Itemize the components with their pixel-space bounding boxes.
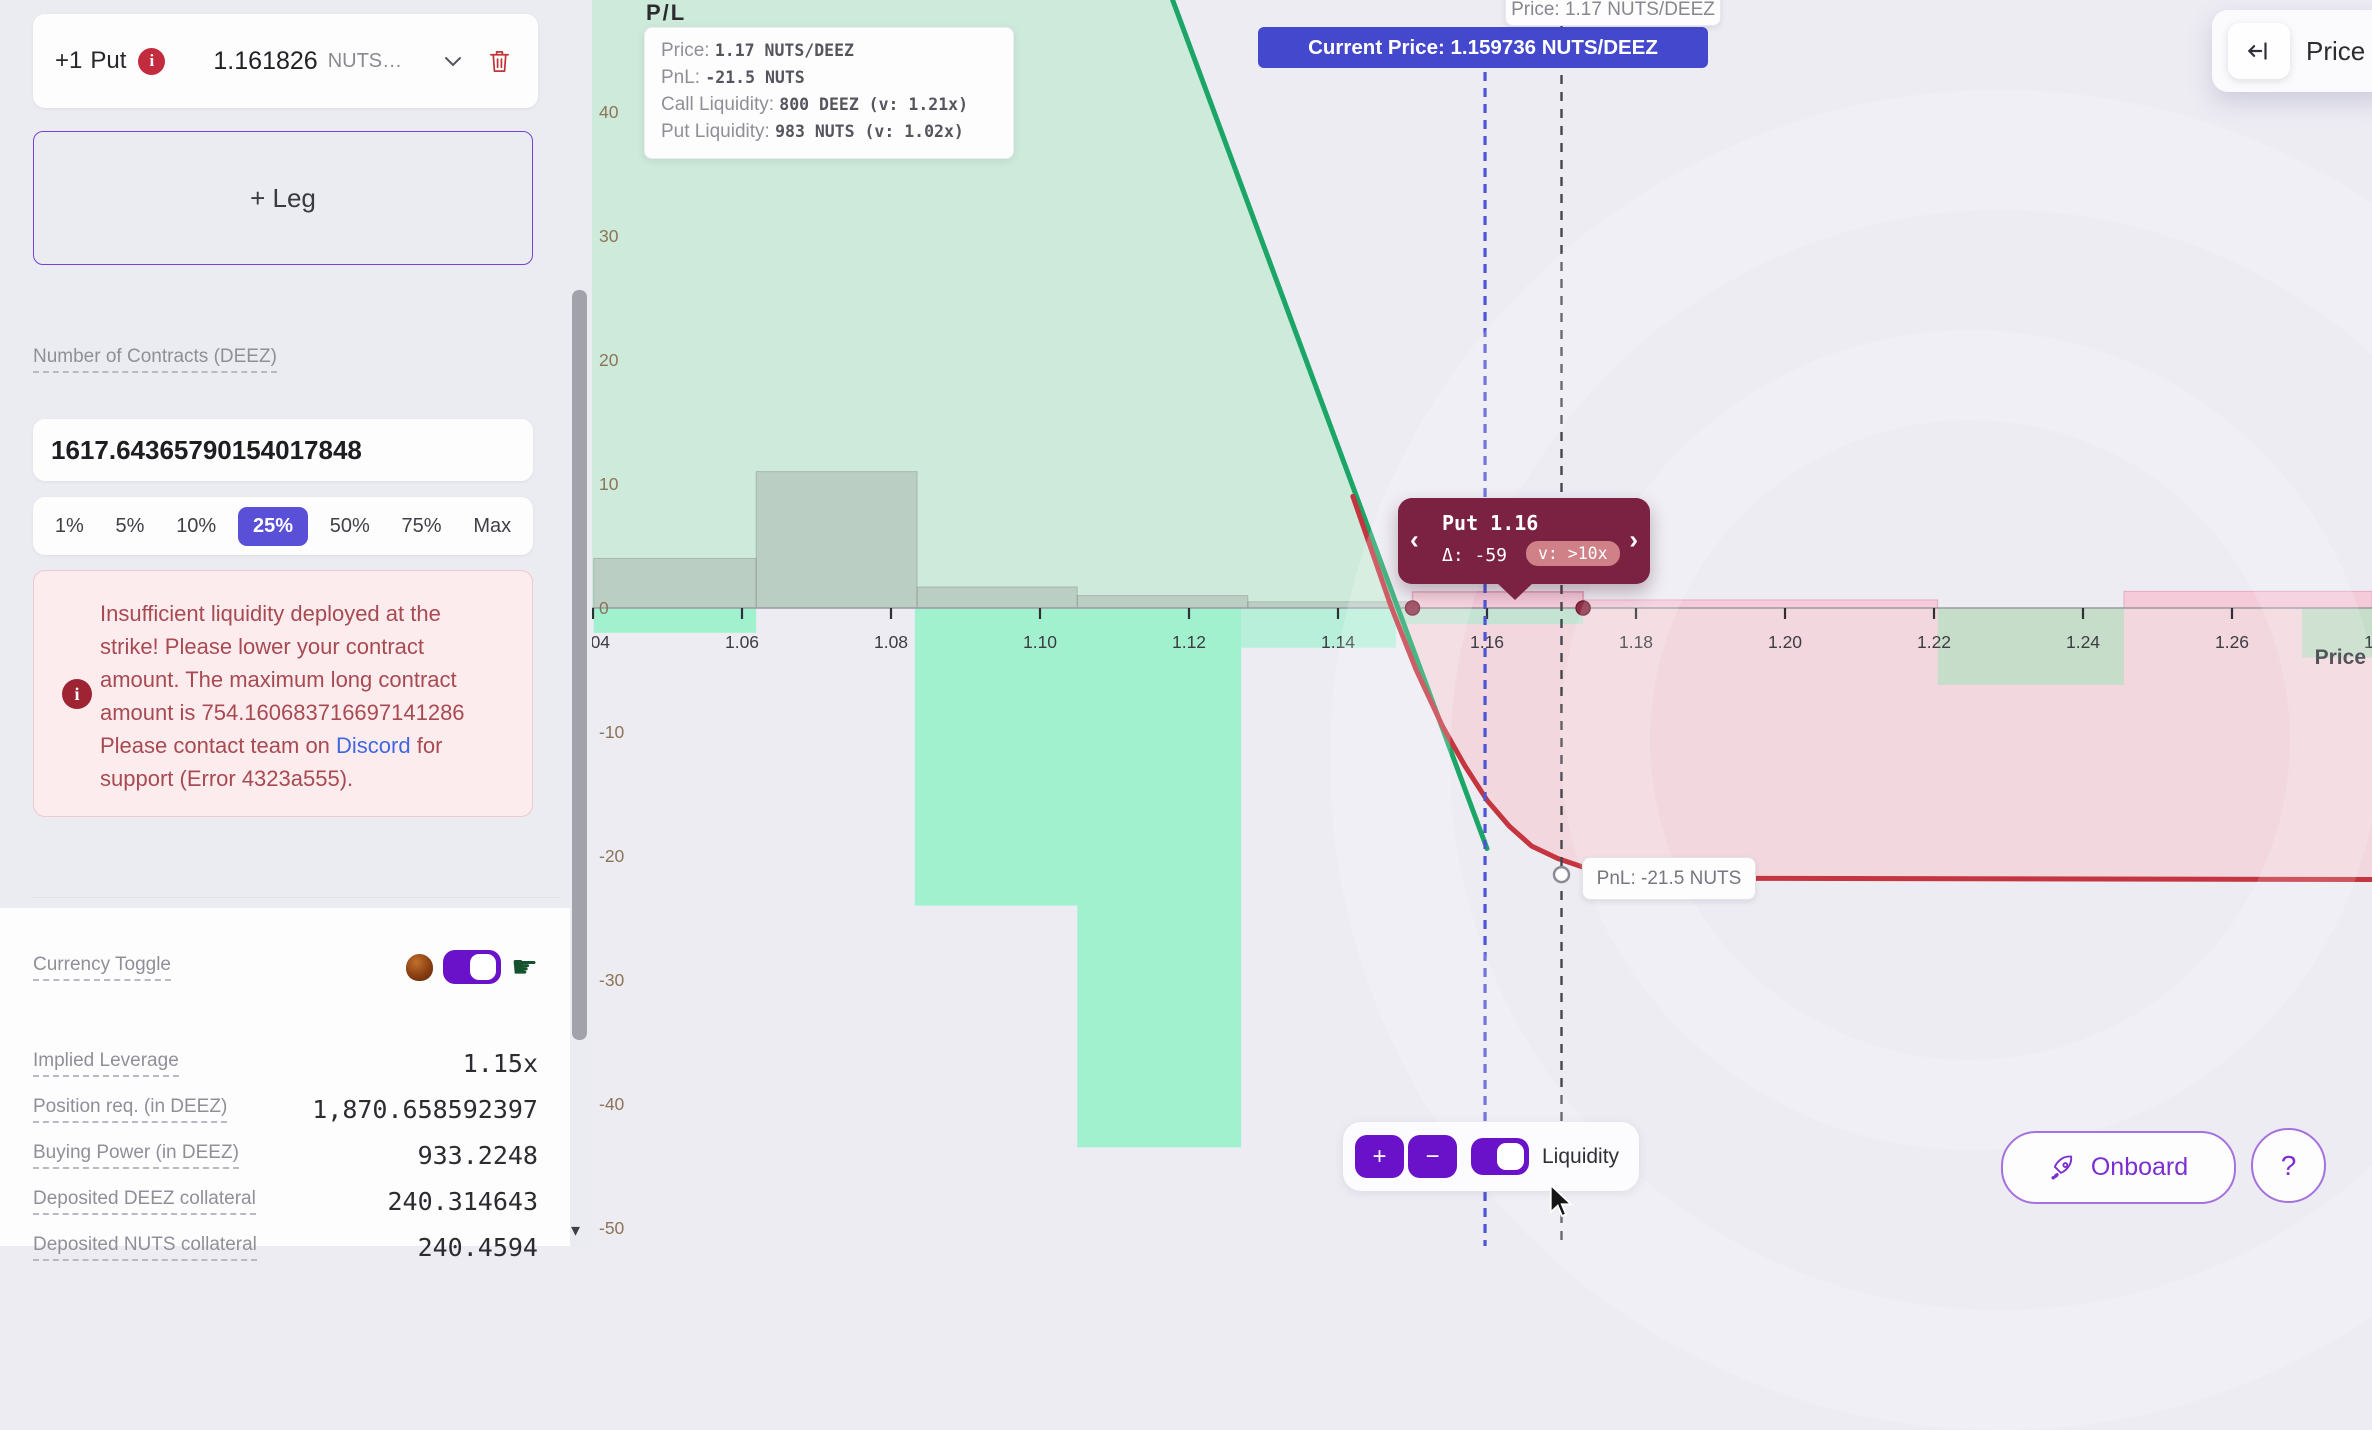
price-axis-panel: Price (2212, 10, 2372, 92)
percent-option-1[interactable]: 1% (54, 514, 84, 537)
chart-controls-bar: + − Liquidity (1343, 1122, 1639, 1191)
currency-toggle[interactable] (443, 950, 502, 984)
svg-text:Price: Price (2315, 646, 2366, 669)
percent-option-max[interactable]: Max (473, 514, 512, 537)
hover-pnl-label: PnL: -21.5 NUTS (1582, 857, 1756, 900)
tooltip-put-liquidity-row: Put Liquidity: 983 NUTS (v: 1.02x) (661, 121, 964, 142)
percent-option-75[interactable]: 75% (401, 514, 442, 537)
svg-text:1.14: 1.14 (1321, 632, 1355, 652)
leg-strike-price: 1.161826 (213, 46, 318, 75)
liquidity-toggle-label: Liquidity (1542, 1144, 1620, 1168)
svg-text:1.06: 1.06 (725, 632, 759, 652)
percent-option-25-selected[interactable]: 25% (237, 506, 308, 546)
hover-price-tooltip: Price: 1.17 NUTS/DEEZ (1505, 0, 1721, 26)
svg-text:0: 0 (599, 598, 609, 618)
svg-text:10: 10 (599, 474, 619, 494)
mouse-cursor (1549, 1184, 1574, 1218)
svg-text:1.20: 1.20 (1768, 632, 1802, 652)
toggle-knob (1497, 1143, 1524, 1170)
svg-text:1.24: 1.24 (2066, 632, 2100, 652)
liquidity-toggle[interactable] (1471, 1138, 1529, 1175)
insufficient-liquidity-error: i Insufficient liquidity deployed at the… (33, 570, 533, 817)
svg-text:1.16: 1.16 (1470, 632, 1504, 652)
scrollbar-thumb[interactable] (572, 290, 587, 1040)
tooltip-pointer (1496, 582, 1534, 600)
svg-text:20: 20 (599, 350, 619, 370)
trade-builder-panel: +1 Put i 1.161826 NUTS… + Leg Number of … (0, 0, 592, 1262)
help-button[interactable]: ? (2251, 1128, 2326, 1203)
tooltip-pnl-row: PnL: -21.5 NUTS (661, 67, 805, 88)
currency-toggle-label: Currency Toggle (33, 954, 172, 981)
add-leg-button[interactable]: + Leg (33, 131, 533, 265)
svg-text:-30: -30 (599, 970, 625, 990)
stat-implied-leverage: Implied Leverage 1.15x (33, 1048, 538, 1078)
rocket-icon (2051, 1155, 2073, 1180)
svg-text:-50: -50 (599, 1218, 625, 1238)
percent-option-5[interactable]: 5% (115, 514, 145, 537)
strike-title: Put 1.16 (1442, 511, 1539, 535)
y-axis-title: P/L (646, 0, 687, 25)
collapse-panel-button[interactable] (2228, 23, 2290, 79)
percent-option-10[interactable]: 10% (176, 514, 217, 537)
svg-text:1.18: 1.18 (1619, 632, 1653, 652)
stat-buying-power: Buying Power (in DEEZ) 933.2248 (33, 1140, 538, 1170)
svg-text:1.08: 1.08 (874, 632, 908, 652)
pointing-finger-icon: ☛ (511, 950, 538, 984)
divider (33, 897, 561, 898)
trash-icon (490, 50, 510, 72)
info-icon[interactable]: i (138, 47, 166, 75)
tooltip-call-liquidity-row: Call Liquidity: 800 DEEZ (v: 1.21x) (661, 94, 969, 115)
discord-link[interactable]: Discord (336, 733, 411, 758)
zoom-in-button[interactable]: + (1355, 1135, 1404, 1178)
tooltip-price-row: Price: 1.17 NUTS/DEEZ (661, 40, 854, 61)
svg-text:1.10: 1.10 (1023, 632, 1057, 652)
strike-delta: Δ: -59 (1442, 545, 1508, 566)
leg-price-unit: NUTS… (327, 49, 403, 72)
strike-vol-badge: v: >10x (1526, 541, 1620, 566)
svg-text:-10: -10 (599, 722, 625, 742)
contracts-label: Number of Contracts (DEEZ) (33, 346, 277, 373)
leg-type: Put (90, 47, 127, 74)
stat-deez-collateral: Deposited DEEZ collateral 240.314643 (33, 1186, 538, 1216)
svg-text:1.22: 1.22 (1917, 632, 1951, 652)
zoom-out-button[interactable]: − (1408, 1135, 1457, 1178)
currency-toggle-row: Currency Toggle ☛ (33, 950, 538, 984)
onboard-button-label: Onboard (2090, 1153, 2189, 1181)
delete-leg-button[interactable] (488, 49, 511, 74)
leg-quantity: +1 (55, 47, 83, 74)
scrollbar-down-arrow[interactable]: ▾ (571, 1220, 581, 1240)
svg-text:30: 30 (599, 226, 619, 246)
svg-text:-20: -20 (599, 846, 625, 866)
nuts-currency-icon (406, 953, 434, 981)
arrow-left-to-line-icon (2248, 42, 2267, 60)
contracts-input[interactable]: 1617.64365790154017848 (33, 419, 533, 481)
next-strike-button[interactable]: › (1629, 524, 1638, 555)
percent-quick-select: 1% 5% 10% 25% 50% 75% Max (33, 497, 533, 555)
chevron-down-icon[interactable] (444, 56, 462, 67)
svg-text:1.26: 1.26 (2215, 632, 2249, 652)
svg-text:1.12: 1.12 (1172, 632, 1206, 652)
strike-tooltip[interactable]: ‹ Put 1.16 Δ: -59 v: >10x › (1398, 498, 1650, 600)
toggle-knob (470, 954, 497, 980)
percent-option-50[interactable]: 50% (329, 514, 370, 537)
price-panel-label: Price (2306, 35, 2366, 66)
stat-position-req: Position req. (in DEEZ) 1,870.658592397 (33, 1094, 538, 1124)
liquidity-info-tooltip: Price: 1.17 NUTS/DEEZ PnL: -21.5 NUTS Ca… (644, 27, 1014, 159)
svg-text:40: 40 (599, 102, 619, 122)
svg-text:1.04: 1.04 (576, 632, 610, 652)
current-price-badge: Current Price: 1.159736 NUTS/DEEZ (1258, 27, 1708, 68)
option-leg-row[interactable]: +1 Put i 1.161826 NUTS… (33, 14, 538, 108)
stat-nuts-collateral: Deposited NUTS collateral 240.4594 (33, 1232, 538, 1262)
stats-list: Implied Leverage 1.15x Position req. (in… (33, 1040, 538, 1270)
error-message: Insufficient liquidity deployed at the s… (100, 601, 465, 791)
svg-text:-40: -40 (599, 1094, 625, 1114)
onboard-button[interactable]: Onboard (2001, 1131, 2236, 1204)
previous-strike-button[interactable]: ‹ (1410, 524, 1419, 555)
error-info-icon: i (62, 679, 92, 709)
svg-text:1.28: 1.28 (2364, 632, 2372, 652)
